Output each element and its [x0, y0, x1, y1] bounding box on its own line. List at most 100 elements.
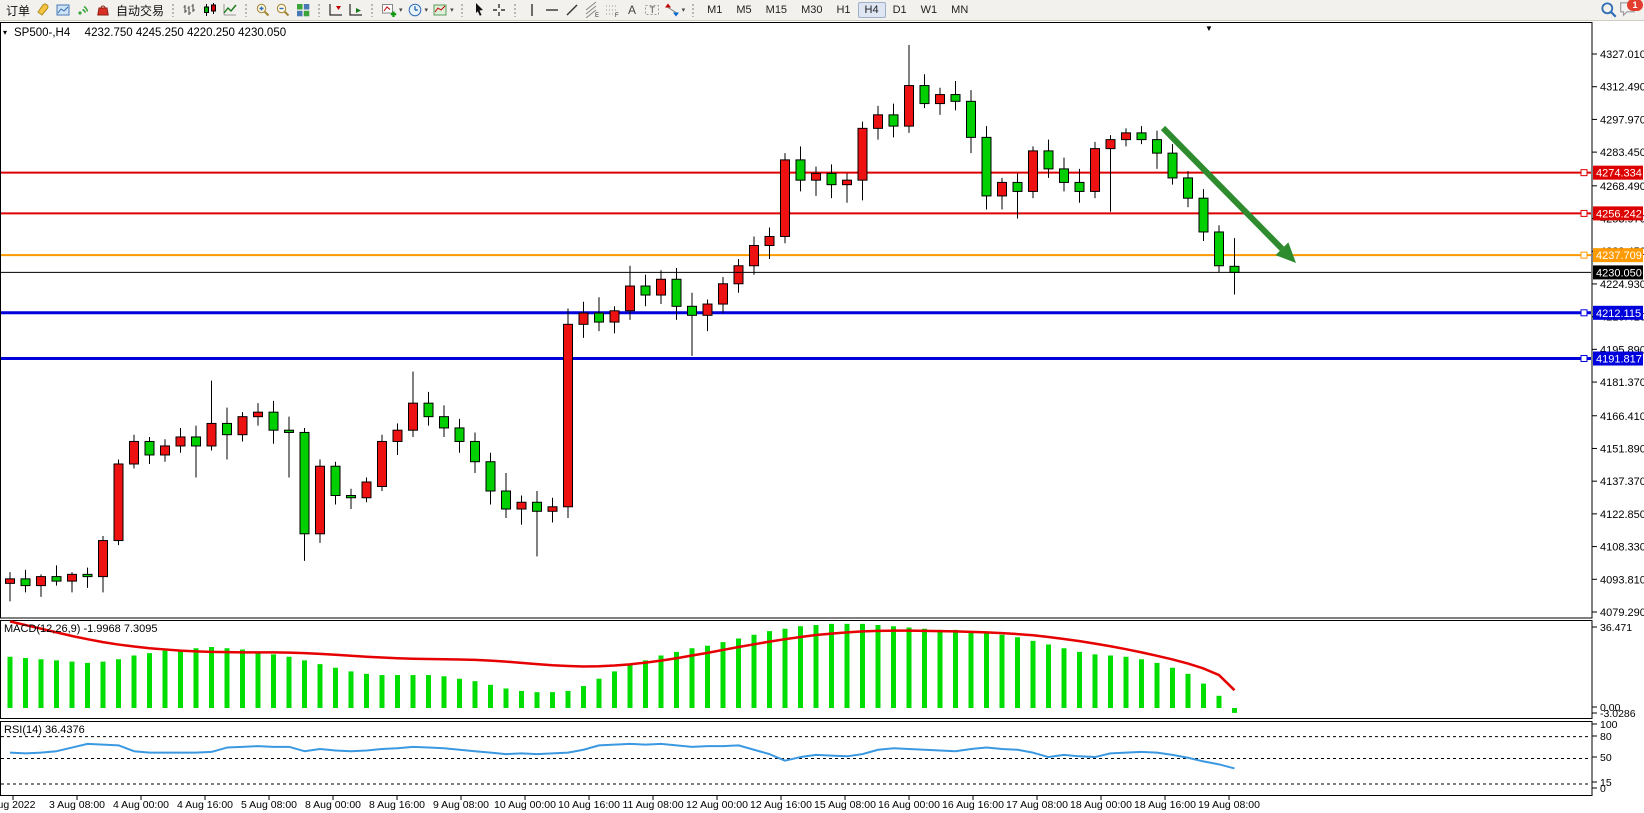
svg-text:10 Aug 16:00: 10 Aug 16:00 — [558, 799, 620, 811]
crosshair-icon[interactable] — [489, 2, 509, 19]
rsi-indicator-label: RSI(14) 36.4376 — [4, 724, 85, 736]
arrows-dropdown-icon[interactable]: ▾ — [681, 7, 686, 14]
symbol-period-label: SP500-,H4 — [14, 27, 71, 39]
chart-shift-marker[interactable]: ▼ — [1205, 24, 1213, 33]
time-axis[interactable] — [0, 796, 1592, 813]
zoom-in-icon[interactable] — [253, 2, 273, 19]
macd-panel[interactable] — [0, 620, 1592, 719]
svg-text:18 Aug 00:00: 18 Aug 00:00 — [1070, 799, 1132, 811]
svg-text:4283.450: 4283.450 — [1600, 147, 1644, 159]
chart-collapse-icon[interactable]: ▾ — [3, 28, 8, 37]
chat-unread-badge: 1 — [1627, 0, 1643, 11]
toolbar-grip — [691, 3, 697, 17]
svg-text:Aug 2022: Aug 2022 — [0, 799, 36, 811]
cursor-icon[interactable] — [469, 2, 489, 19]
text-tool-icon[interactable]: A — [622, 2, 642, 19]
toolbar-grip — [317, 3, 323, 17]
new-order-button[interactable]: 订单 — [6, 3, 31, 18]
svg-text:4230.050: 4230.050 — [1596, 267, 1642, 279]
timeframe-M1[interactable]: M1 — [707, 4, 723, 16]
timeframe-H1[interactable]: H1 — [836, 4, 851, 16]
svg-text:4256.242: 4256.242 — [1596, 208, 1642, 220]
svg-text:4093.810: 4093.810 — [1600, 574, 1644, 586]
charts-window-icon[interactable] — [53, 2, 73, 19]
chart-shift-icon[interactable] — [326, 2, 346, 19]
tile-windows-icon[interactable] — [293, 2, 313, 19]
templates-icon[interactable] — [430, 2, 450, 19]
timeframe-bar: M1 M5 M15 M30 H1 H4 D1 W1 MN — [700, 2, 975, 18]
timeframe-M30[interactable]: M30 — [801, 4, 823, 16]
toolbar-grip — [244, 3, 250, 17]
market-icon[interactable] — [93, 2, 113, 19]
svg-text:4191.817: 4191.817 — [1596, 354, 1642, 366]
timeframe-W1[interactable]: W1 — [920, 4, 938, 16]
svg-text:4 Aug 00:00: 4 Aug 00:00 — [113, 799, 169, 811]
line-chart-icon[interactable] — [220, 2, 240, 19]
rsi-panel[interactable] — [0, 721, 1592, 796]
timeframe-M5[interactable]: M5 — [736, 4, 752, 16]
svg-text:50: 50 — [1600, 752, 1612, 764]
toolbar-grip — [171, 3, 177, 17]
timeframe-H4[interactable]: H4 — [857, 2, 886, 18]
svg-text:4212.115: 4212.115 — [1596, 308, 1641, 320]
timeframe-D1[interactable]: D1 — [892, 4, 907, 16]
equidistant-channel-icon[interactable]: E — [582, 2, 602, 19]
main-chart-area[interactable] — [0, 22, 1592, 618]
svg-text:4237.709: 4237.709 — [1596, 250, 1642, 262]
trendline-icon[interactable] — [562, 2, 582, 19]
svg-text:4268.490: 4268.490 — [1600, 181, 1644, 193]
svg-text:4312.490: 4312.490 — [1600, 82, 1644, 94]
toolbar-grip — [459, 3, 465, 17]
svg-text:18 Aug 16:00: 18 Aug 16:00 — [1134, 799, 1196, 811]
toolbar-grip — [512, 3, 518, 17]
zoom-out-icon[interactable] — [273, 2, 293, 19]
auto-scroll-icon[interactable] — [346, 2, 366, 19]
svg-text:-3.0286: -3.0286 — [1600, 708, 1636, 720]
svg-text:3 Aug 08:00: 3 Aug 08:00 — [49, 799, 105, 811]
chat-button[interactable]: 1 — [1619, 0, 1643, 19]
autotrading-button[interactable]: 自动交易 — [116, 3, 165, 18]
fibonacci-icon[interactable]: F — [602, 2, 622, 19]
periods-dropdown-icon[interactable]: ▾ — [424, 7, 429, 14]
svg-text:4108.330: 4108.330 — [1600, 542, 1644, 554]
svg-text:12 Aug 00:00: 12 Aug 00:00 — [686, 799, 748, 811]
svg-text:4327.010: 4327.010 — [1600, 49, 1644, 61]
svg-text:16 Aug 16:00: 16 Aug 16:00 — [942, 799, 1004, 811]
svg-text:4 Aug 16:00: 4 Aug 16:00 — [177, 799, 233, 811]
indicators-dropdown-icon[interactable]: ▾ — [399, 7, 403, 14]
main-toolbar: 订单 自动交易 ▾ ▾ ▾ E F A T ▾ M1 M5 M15 M30 H1 H4 D1… — [0, 0, 1644, 21]
periods-icon[interactable] — [405, 2, 425, 19]
svg-text:0: 0 — [1600, 783, 1606, 795]
svg-text:100: 100 — [1600, 719, 1618, 731]
text-label-icon[interactable]: T — [642, 2, 662, 19]
svg-text:80: 80 — [1600, 731, 1612, 743]
svg-text:19 Aug 08:00: 19 Aug 08:00 — [1198, 799, 1260, 811]
svg-text:E: E — [595, 13, 599, 18]
templates-dropdown-icon[interactable]: ▾ — [450, 7, 454, 14]
horizontal-line-icon[interactable] — [542, 2, 562, 19]
svg-text:8 Aug 16:00: 8 Aug 16:00 — [369, 799, 425, 811]
svg-text:0.00: 0.00 — [1600, 702, 1621, 714]
svg-text:5 Aug 08:00: 5 Aug 08:00 — [241, 799, 297, 811]
svg-text:4122.850: 4122.850 — [1600, 509, 1644, 521]
arrows-tool-icon[interactable] — [662, 2, 682, 19]
price-axis[interactable] — [1592, 22, 1644, 796]
timeframe-M15[interactable]: M15 — [765, 4, 788, 16]
svg-text:8 Aug 00:00: 8 Aug 00:00 — [305, 799, 361, 811]
macd-indicator-label: MACD(12,26,9) -1.9968 7.3095 — [4, 623, 158, 635]
svg-text:4137.370: 4137.370 — [1600, 476, 1644, 488]
search-icon[interactable] — [1599, 2, 1619, 19]
bar-chart-icon[interactable] — [180, 2, 200, 19]
indicators-icon[interactable] — [379, 2, 399, 19]
candlestick-chart-icon[interactable] — [200, 2, 220, 19]
svg-text:36.471: 36.471 — [1600, 622, 1632, 634]
vertical-line-icon[interactable] — [522, 2, 542, 19]
svg-text:15: 15 — [1600, 777, 1612, 789]
ohlc-readout: 4232.750 4245.250 4220.250 4230.050 — [84, 27, 287, 39]
quotes-icon[interactable] — [33, 2, 53, 19]
timeframe-MN[interactable]: MN — [951, 4, 969, 16]
svg-text:F: F — [615, 13, 619, 18]
svg-text:9 Aug 08:00: 9 Aug 08:00 — [433, 799, 489, 811]
signals-icon[interactable] — [73, 2, 93, 19]
svg-text:T: T — [649, 5, 655, 15]
